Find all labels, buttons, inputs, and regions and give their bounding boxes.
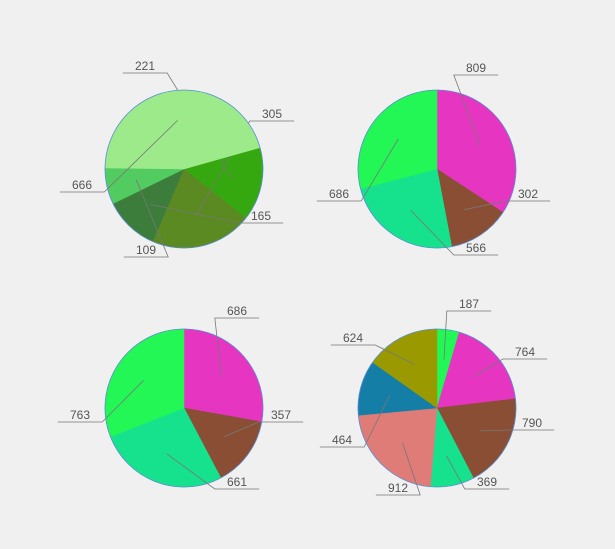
pie-outline bbox=[104, 89, 264, 249]
slice-label-leader bbox=[474, 358, 548, 377]
slice-label-leader bbox=[316, 138, 399, 202]
pie-chart-4: 187 764 790 369 912 464 624 bbox=[319, 297, 555, 496]
slice-value-label: 357 bbox=[271, 408, 291, 422]
slice-label-leader bbox=[410, 210, 499, 256]
slice-value-label: 624 bbox=[343, 331, 363, 345]
slice-value-label: 221 bbox=[135, 59, 155, 73]
slice-value-label: 686 bbox=[329, 187, 349, 201]
slice-value-label: 566 bbox=[466, 241, 486, 255]
slice-value-label: 686 bbox=[227, 304, 247, 318]
pie-outline bbox=[357, 89, 517, 249]
slice-value-label: 763 bbox=[70, 408, 90, 422]
pie-chart-3: 686 357 661 763 bbox=[57, 304, 304, 490]
slice-label-leader bbox=[150, 204, 284, 224]
slice-label-leader bbox=[446, 455, 510, 490]
slice-value-label: 165 bbox=[251, 209, 271, 223]
slice-label-leader bbox=[453, 74, 499, 146]
slice-label-leader bbox=[214, 317, 260, 377]
slice-value-label: 109 bbox=[136, 243, 156, 257]
slice-value-label: 809 bbox=[466, 61, 486, 75]
slice-value-label: 305 bbox=[262, 107, 282, 121]
slice-value-label: 464 bbox=[332, 433, 352, 447]
pie-chart-2: 809 302 566 686 bbox=[316, 61, 551, 256]
pie-outline bbox=[357, 328, 517, 488]
slice-value-label: 790 bbox=[522, 416, 542, 430]
slice-value-label: 302 bbox=[518, 187, 538, 201]
slice-label-leader bbox=[375, 442, 421, 496]
slice-label-leader bbox=[166, 453, 260, 490]
slice-value-label: 666 bbox=[72, 178, 92, 192]
slice-value-label: 369 bbox=[477, 475, 497, 489]
slice-label-leader bbox=[195, 120, 295, 217]
slice-label-leader bbox=[330, 344, 415, 365]
slice-value-label: 187 bbox=[459, 297, 479, 311]
slice-label-leader bbox=[59, 120, 178, 193]
pie-outline bbox=[104, 328, 264, 488]
slice-label-leader bbox=[123, 179, 169, 258]
slice-label-leader bbox=[223, 421, 304, 438]
slice-label-leader bbox=[443, 310, 492, 360]
pie-slice[interactable] bbox=[358, 407, 438, 487]
slice-value-label: 661 bbox=[227, 475, 247, 489]
slice-label-leader bbox=[57, 380, 144, 423]
pie-chart-1: 221 305 165 109 666 bbox=[59, 59, 295, 258]
slice-label-leader bbox=[480, 429, 555, 432]
slice-label-leader bbox=[464, 200, 551, 211]
pie-slice[interactable] bbox=[183, 328, 264, 423]
slice-label-leader bbox=[319, 395, 391, 448]
slice-value-label: 912 bbox=[388, 481, 408, 495]
slice-value-label: 764 bbox=[515, 345, 535, 359]
